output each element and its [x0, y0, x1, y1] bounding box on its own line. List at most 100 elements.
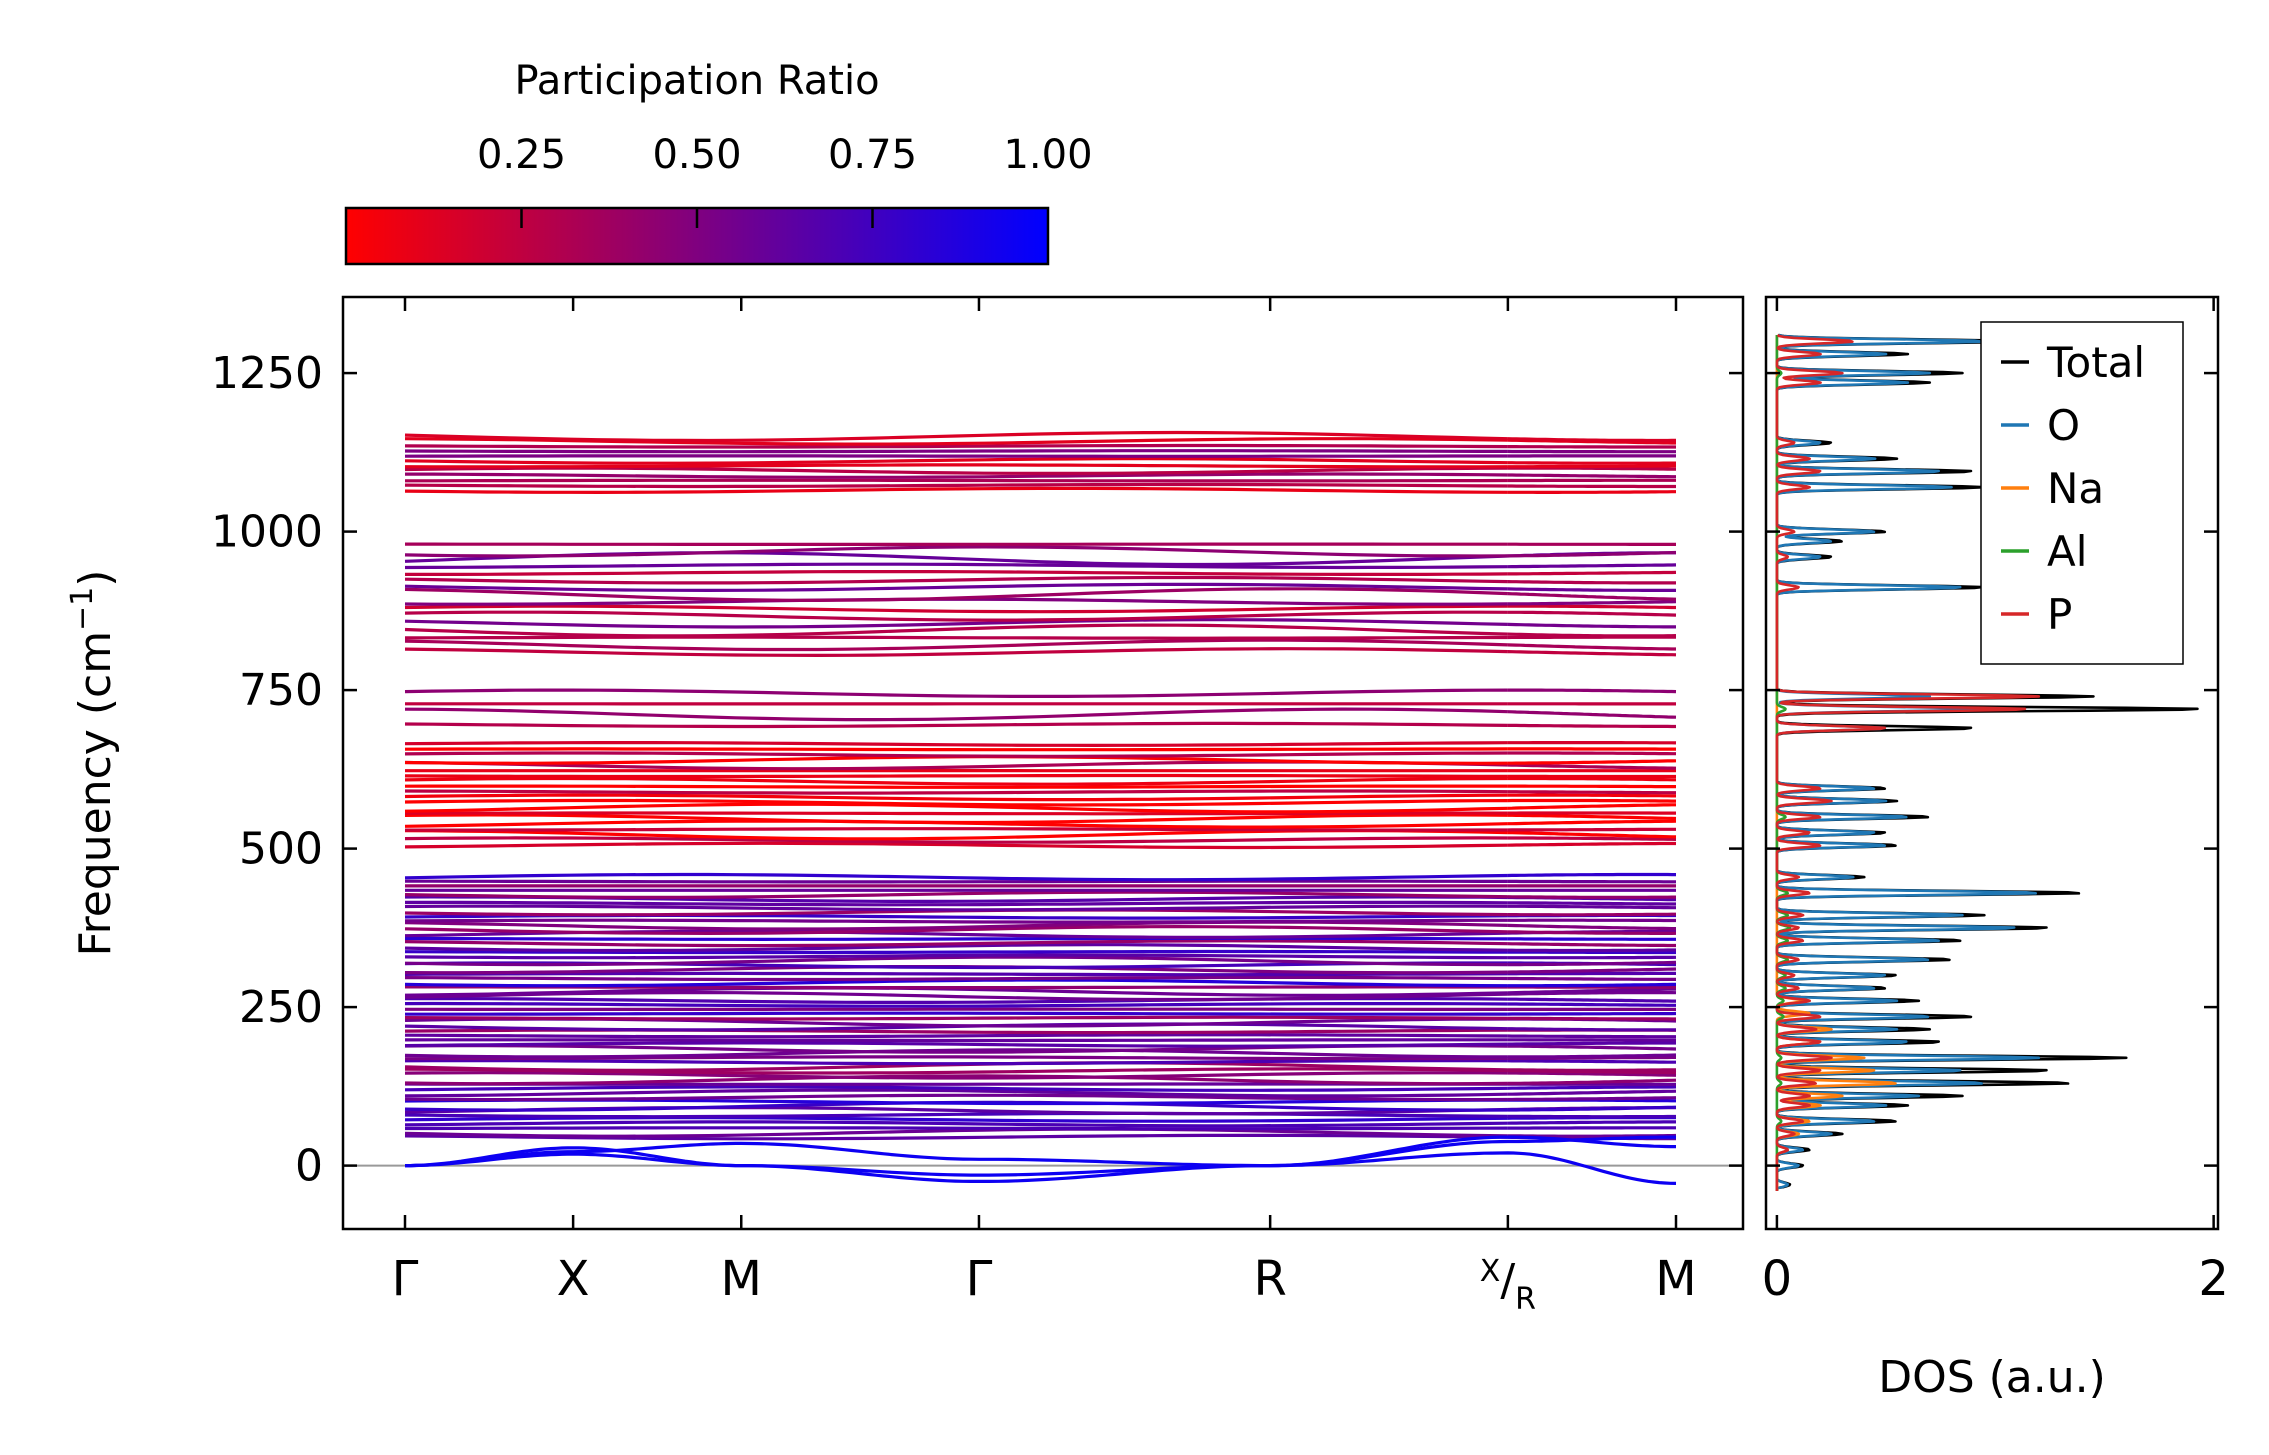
- band-line: [1507, 1089, 1677, 1096]
- band-line: [1507, 948, 1676, 953]
- k-label-m: M: [721, 1251, 762, 1307]
- dos-line-p: [1775, 333, 2041, 1192]
- band-line: [1507, 759, 1677, 765]
- band-line: [404, 836, 1508, 844]
- band-line: [1507, 643, 1676, 651]
- band-line: [404, 604, 1508, 614]
- band-line: [1507, 484, 1676, 489]
- band-line: [1507, 1120, 1676, 1125]
- band-line: [404, 638, 1508, 652]
- band-y-tick-label: 750: [239, 665, 323, 716]
- band-line: [1507, 592, 1677, 601]
- band-line: [1507, 827, 1676, 832]
- acoustic-1-branch: [405, 1135, 1676, 1184]
- band-line: [404, 1033, 1508, 1039]
- band-line: [1507, 967, 1677, 974]
- band-line: [404, 949, 1508, 955]
- band-line: [1507, 976, 1676, 982]
- band-line: [404, 953, 1508, 960]
- band-line: [404, 1041, 1508, 1048]
- band-line: [1507, 793, 1676, 798]
- band-line: [404, 482, 1508, 489]
- colorbar: Participation Ratio 0.25 0.50 0.75 1.00: [344, 58, 1093, 266]
- band-lines: [343, 430, 1743, 1185]
- band-line: [404, 707, 1508, 722]
- band-line: [405, 1126, 1508, 1131]
- band-line: [404, 582, 1508, 593]
- band-line: [404, 1074, 1508, 1086]
- band-line: [404, 1120, 1508, 1128]
- y-axis-label-close: ): [70, 570, 121, 587]
- legend-box: [1980, 321, 2184, 665]
- band-line: [404, 688, 1508, 699]
- band-line: [1507, 960, 1677, 967]
- band-line: [1507, 1041, 1676, 1046]
- band-line: [404, 776, 1508, 786]
- band-line: [404, 449, 1508, 454]
- band-line: [1507, 836, 1677, 841]
- band-line: [1507, 1053, 1677, 1059]
- legend-label-total: Total: [2046, 338, 2145, 387]
- band-line: [404, 1085, 1508, 1092]
- band-line: [404, 802, 1508, 814]
- band-line: [404, 635, 1508, 640]
- band-line: [1507, 1011, 1677, 1016]
- band-line: [1507, 587, 1676, 593]
- band-y-tick-label: 1000: [211, 507, 323, 558]
- band-line: [404, 1133, 1508, 1141]
- band-line: [1507, 1078, 1677, 1086]
- band-y-tick-label: 1250: [211, 348, 323, 399]
- band-line: [404, 1001, 1508, 1008]
- band-line: [1507, 723, 1676, 729]
- band-line: [404, 872, 1508, 882]
- colorbar-tick-label: 0.75: [828, 132, 917, 178]
- band-line: [404, 443, 1508, 449]
- band-line: [1507, 930, 1677, 936]
- k-label-m: M: [1655, 1251, 1696, 1307]
- band-line: [1507, 904, 1676, 910]
- band-line: [404, 978, 1508, 988]
- colorbar-tick-label: 0.50: [652, 132, 741, 178]
- band-line: [405, 1011, 1508, 1016]
- band-line: [1507, 1096, 1677, 1102]
- band-line: [404, 597, 1508, 606]
- band-line: [1507, 784, 1676, 789]
- y-axis-label-base: Frequency (cm: [70, 631, 121, 957]
- band-line: [404, 1127, 1508, 1138]
- band-line: [1507, 490, 1676, 494]
- dos-x-axis-label: DOS (a.u.): [1878, 1352, 2106, 1403]
- band-line: [404, 890, 1508, 899]
- band-line: [1507, 632, 1677, 638]
- band-line: [1507, 1085, 1677, 1090]
- k-label-gamma: Γ: [966, 1251, 993, 1307]
- band-line: [405, 472, 1508, 479]
- band-line: [1507, 580, 1676, 585]
- band-line: [404, 1088, 1508, 1098]
- band-line: [404, 936, 1508, 942]
- band-line: [404, 798, 1508, 807]
- band-structure-panel: 0 250 500 750 1000 1250 Γ X M Γ R X/R M Frequency (…: [65, 295, 1745, 1317]
- band-line: [404, 1038, 1508, 1043]
- y-axis-label-sup: −1: [65, 587, 100, 631]
- dos-lines: [1775, 333, 2199, 1192]
- band-line: [404, 841, 1508, 850]
- band-line: [404, 939, 1508, 948]
- band-line: [1507, 610, 1677, 617]
- dos-x-tick-label: 2: [2198, 1251, 2229, 1307]
- band-line: [404, 1093, 1508, 1102]
- band-line: [1507, 831, 1677, 839]
- band-line: [1507, 464, 1676, 469]
- band-line: [405, 569, 1508, 577]
- band-line: [1507, 550, 1677, 558]
- colorbar-tick-label: 0.25: [477, 132, 566, 178]
- band-line: [1507, 997, 1676, 1003]
- k-label-x: X: [557, 1251, 590, 1307]
- band-line: [404, 1048, 1508, 1059]
- legend-label-p: P: [2047, 590, 2072, 639]
- band-y-tick-label: 0: [295, 1141, 323, 1192]
- band-line: [405, 827, 1508, 832]
- band-line: [1507, 1068, 1676, 1072]
- band-line: [1507, 819, 1677, 826]
- band-line: [404, 813, 1508, 825]
